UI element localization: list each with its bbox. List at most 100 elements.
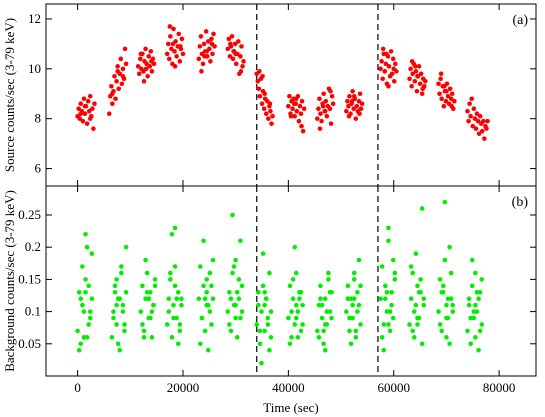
data-point (298, 289, 304, 295)
data-point (115, 341, 121, 347)
data-point (469, 257, 475, 263)
y-tick-label: 12 (28, 11, 41, 26)
data-point (90, 106, 95, 112)
data-point (416, 289, 422, 295)
data-point (172, 283, 178, 289)
data-point (236, 39, 241, 44)
data-point (174, 315, 179, 321)
data-point (209, 283, 214, 289)
data-point (232, 41, 238, 47)
data-point (169, 46, 174, 52)
data-point (151, 302, 156, 308)
data-point (292, 244, 297, 250)
data-point (201, 238, 206, 244)
data-point (388, 49, 394, 54)
data-point (386, 238, 391, 244)
x-tick-label: 40000 (272, 380, 305, 395)
data-point (199, 315, 205, 321)
data-point (233, 315, 238, 321)
data-point (450, 309, 456, 314)
data-point (180, 51, 186, 57)
data-point (115, 64, 120, 69)
data-point (81, 309, 87, 314)
data-point (423, 78, 428, 84)
data-point (322, 322, 328, 327)
data-point (143, 296, 148, 302)
data-point (479, 277, 485, 282)
data-point (467, 101, 472, 107)
data-point (149, 309, 155, 314)
data-point (149, 335, 155, 340)
data-point (239, 283, 245, 289)
data-point (349, 98, 355, 104)
data-point (350, 88, 355, 94)
data-point (254, 322, 260, 327)
data-point (287, 341, 293, 347)
x-axis: 0 20000 40000 60000 80000 (74, 380, 515, 395)
data-point (210, 51, 215, 57)
data-point (238, 54, 243, 59)
data-point (172, 225, 178, 231)
data-point (174, 296, 179, 302)
data-point (168, 270, 173, 276)
data-point (353, 328, 359, 334)
data-point (256, 86, 262, 92)
data-point (448, 296, 454, 302)
data-point (227, 54, 233, 59)
data-point (328, 121, 334, 126)
data-point (378, 296, 383, 302)
data-point (468, 315, 473, 321)
data-point (298, 111, 304, 116)
data-point (351, 296, 357, 302)
data-point (348, 341, 354, 347)
data-point (240, 64, 245, 69)
data-point (465, 108, 470, 114)
data-point (469, 283, 475, 289)
data-point (392, 277, 398, 282)
data-point (227, 322, 232, 327)
data-point (318, 296, 323, 302)
data-point (293, 302, 299, 308)
data-point (413, 251, 419, 256)
data-point (468, 113, 473, 119)
data-point (260, 251, 266, 256)
data-point (87, 309, 93, 314)
data-point (320, 103, 326, 109)
x-tick-label: 80000 (483, 380, 516, 395)
data-point (354, 103, 360, 109)
data-point (87, 116, 93, 121)
data-point (347, 93, 352, 99)
data-point (315, 116, 320, 121)
data-point (81, 96, 87, 102)
data-point (141, 335, 147, 340)
data-point (418, 71, 424, 77)
data-point (465, 328, 470, 334)
data-point (471, 315, 477, 321)
data-point (344, 309, 349, 314)
data-point (411, 309, 417, 314)
data-point (444, 88, 449, 94)
data-point (166, 56, 172, 62)
data-point (226, 36, 232, 42)
data-point (410, 270, 416, 276)
data-point (227, 289, 232, 295)
data-point (437, 91, 442, 97)
data-point (415, 322, 420, 327)
data-point (175, 289, 181, 295)
data-point (171, 26, 176, 32)
data-point (140, 322, 145, 327)
data-point (208, 59, 213, 64)
data-point (473, 126, 479, 131)
data-point (381, 322, 387, 327)
data-point (317, 96, 322, 102)
data-point (386, 83, 391, 89)
data-point (413, 302, 419, 308)
data-point (345, 296, 351, 302)
data-point (390, 315, 396, 321)
data-point (262, 289, 267, 295)
data-point (421, 296, 427, 302)
data-point (202, 328, 208, 334)
data-point (344, 108, 349, 114)
data-point (266, 116, 271, 121)
panel-a-dividers (256, 4, 379, 186)
